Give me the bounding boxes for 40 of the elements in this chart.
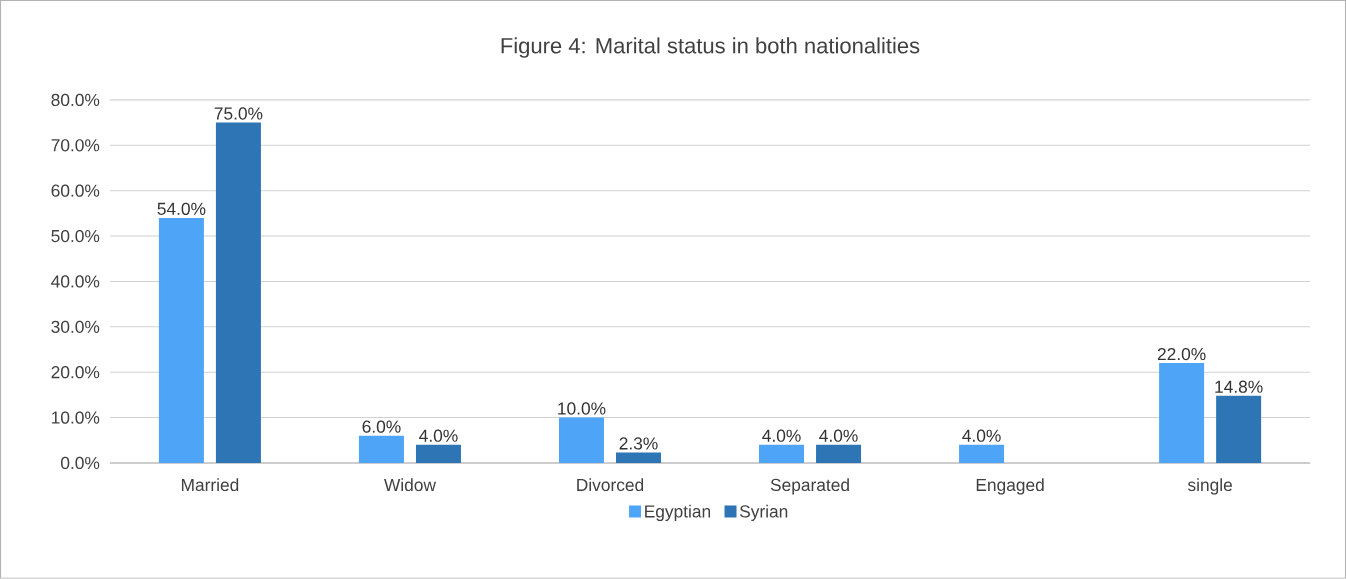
- bar: [558, 417, 604, 464]
- data-label: 4.0%: [962, 429, 1001, 442]
- x-tick-label: Divorced: [577, 478, 644, 492]
- y-tick-label: 30.0%: [51, 320, 100, 334]
- x-tick-label: Engaged: [976, 478, 1044, 495]
- data-label: 75.0%: [214, 107, 263, 120]
- y-tick-label: 50.0%: [51, 229, 100, 243]
- y-tick-label: 80.0%: [51, 93, 100, 107]
- bar: [415, 444, 461, 464]
- data-label: 6.0%: [362, 420, 401, 433]
- data-label: 4.0%: [419, 429, 458, 442]
- y-tick-label: 10.0%: [52, 411, 100, 424]
- y-tick-label: 40.0%: [51, 275, 100, 288]
- x-tick-label: Married: [181, 478, 239, 492]
- y-tick-label: 70.0%: [51, 139, 100, 152]
- y-tick-label: 60.0%: [51, 184, 100, 197]
- bar: [158, 217, 204, 464]
- legend-label: Syrian: [739, 504, 788, 522]
- bar: [616, 452, 662, 464]
- data-label: 22.0%: [1157, 347, 1206, 361]
- bar: [759, 444, 805, 464]
- bar: [215, 122, 261, 464]
- data-label: 54.0%: [157, 202, 206, 216]
- x-tick-label: Separated: [770, 478, 849, 495]
- bar: [959, 444, 1005, 464]
- chart-title: Figure 4: Marital status in both nationalities: [501, 37, 920, 58]
- bar: [1159, 363, 1205, 464]
- data-label: 2.3%: [619, 437, 658, 450]
- data-label: 4.0%: [762, 429, 801, 442]
- data-label: 4.0%: [819, 429, 858, 442]
- data-label: 10.0%: [558, 402, 606, 415]
- y-tick-label: 0.0%: [61, 456, 100, 470]
- data-label: 14.8%: [1215, 380, 1263, 393]
- legend-label: Egyptian: [645, 504, 711, 522]
- x-tick-label: single: [1187, 478, 1232, 495]
- y-tick-label: 20.0%: [51, 366, 100, 379]
- x-tick-label: Widow: [384, 478, 437, 492]
- bar: [358, 435, 404, 464]
- bar: [1216, 395, 1262, 464]
- bar: [816, 444, 862, 464]
